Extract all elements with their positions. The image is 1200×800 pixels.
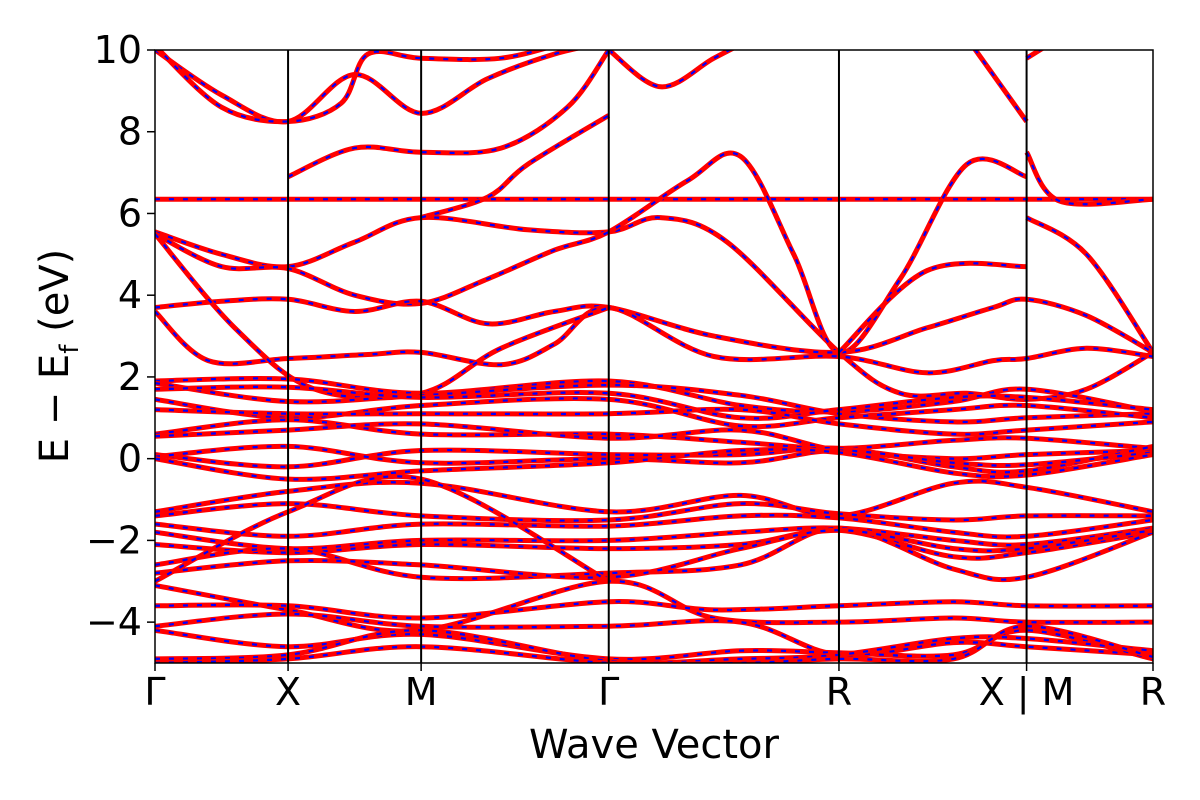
y-tick-label-1: 8 xyxy=(118,110,142,154)
band-line-dashed-s4-3 xyxy=(155,397,1153,428)
y-axis-label-main: E − E xyxy=(32,354,78,464)
band-line-dashed-s7-4 xyxy=(155,600,1153,620)
y-tick-label-3: 4 xyxy=(118,273,142,317)
band-line-dashed-s0-4 xyxy=(1026,50,1042,60)
y-tick-label-4: 2 xyxy=(118,355,142,399)
band-line-dashed-s6-4 xyxy=(155,528,1153,560)
band-line-dashed-s2-3 xyxy=(420,114,610,219)
band-line-dashed-s6-0 xyxy=(155,479,1153,518)
band-line-s0-3 xyxy=(972,50,1029,123)
x-axis-label: Wave Vector xyxy=(529,722,780,768)
y-tick-label-6: −2 xyxy=(86,518,142,562)
band-line-dashed-s8-3 xyxy=(155,625,1153,663)
band-line-dashed-s4-1 xyxy=(155,382,1153,424)
band-line-dashed-s5-1 xyxy=(155,422,1153,460)
x-tick-label-4: R xyxy=(826,670,852,714)
band-lines xyxy=(155,50,1153,663)
band-line-dashed-s5-3 xyxy=(155,445,1153,467)
band-line-s4-2 xyxy=(155,384,1153,421)
x-tick-label-2: M xyxy=(405,670,438,714)
x-axis-ticks: Γ X M Γ R X | M R xyxy=(144,663,1166,715)
band-line-dashed-s0-0 xyxy=(155,50,575,123)
band-line-s4-0 xyxy=(155,375,1153,415)
band-line-dashed-s3-1 xyxy=(155,306,1153,374)
band-line-dashed-s3-0 xyxy=(155,297,1153,354)
y-axis-label: E − Ef (eV) xyxy=(32,249,85,464)
y-tick-label-0: 10 xyxy=(94,28,142,72)
band-line-dashed-s8-0 xyxy=(155,612,1153,657)
plot-frame xyxy=(154,49,1154,664)
x-tick-label-3: Γ xyxy=(598,670,619,714)
band-line-dashed-s3-3 xyxy=(838,262,1027,354)
band-line-dashed-s8-2 xyxy=(155,629,1153,663)
band-line-dashed-s2-5 xyxy=(1026,216,1153,354)
band-line-dashed-s7-0 xyxy=(155,526,1153,581)
x-tick-label-1: X xyxy=(275,670,301,714)
x-tick-label-5: X | M xyxy=(979,670,1075,715)
band-line-s6-3 xyxy=(155,525,1153,552)
y-tick-label-2: 6 xyxy=(118,191,142,235)
y-axis-label-unit: (eV) xyxy=(32,249,78,345)
band-line-dashed-s6-1 xyxy=(155,502,1153,522)
band-line-s5-4 xyxy=(155,446,1153,482)
band-line-dashed-s0-1 xyxy=(157,50,544,123)
x-tick-label-0: Γ xyxy=(144,670,165,714)
y-tick-label-7: −4 xyxy=(86,600,142,644)
band-line-s6-2 xyxy=(155,512,1153,540)
band-line-dashed-s4-4 xyxy=(155,408,1153,436)
y-axis-label-subscript: f xyxy=(55,344,85,354)
y-axis-ticks: 10 8 6 4 2 0 −2 −4 xyxy=(86,28,155,644)
band-line-dashed-s2-4 xyxy=(1025,151,1153,206)
band-line-s5-0 xyxy=(155,417,1153,451)
band-line-dashed-s0-2 xyxy=(608,50,733,88)
band-line-s2-2 xyxy=(287,50,611,179)
band-line-dashed-s7-3 xyxy=(155,475,610,583)
high-symmetry-lines xyxy=(287,50,1028,663)
x-tick-label-6: R xyxy=(1140,670,1166,714)
y-tick-label-5: 0 xyxy=(118,437,142,481)
band-line-dashed-s7-1 xyxy=(155,529,1153,579)
band-line-s2-1 xyxy=(155,150,1028,355)
